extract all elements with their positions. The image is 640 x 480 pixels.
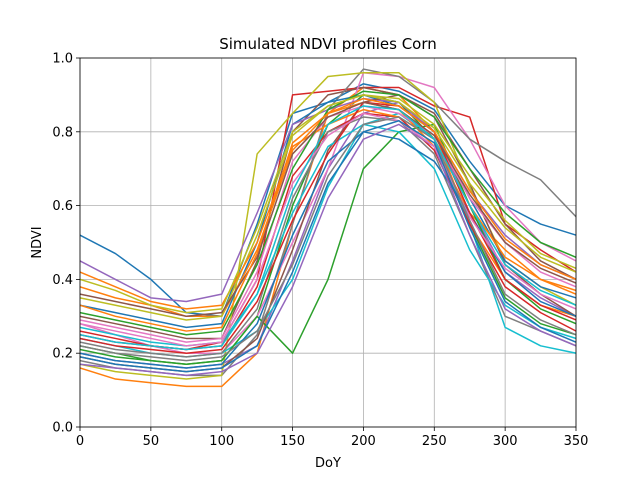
series-line-23: [80, 90, 576, 336]
x-tick-label: 150: [280, 434, 305, 449]
series-line-30: [80, 105, 576, 351]
y-tick-label: 1.0: [52, 52, 73, 67]
chart-title: Simulated NDVI profiles Corn: [219, 35, 437, 53]
series-line-32: [80, 97, 576, 332]
series-line-29: [80, 94, 576, 314]
y-axis-label: NDVI: [30, 226, 45, 258]
series-line-24: [80, 101, 576, 354]
x-tick-label: 350: [564, 434, 589, 449]
axis-ticks: 0 50 100 150 200 250 300 350 0.0 0.2 0.4 0.6 0.8 1.0: [52, 52, 588, 450]
y-tick-label: 0.8: [52, 125, 73, 140]
x-tick-label: 100: [209, 434, 234, 449]
series-group: [80, 68, 576, 388]
x-tick-label: 200: [351, 434, 376, 449]
series-line-20: [80, 123, 576, 347]
y-tick-label: 0.4: [52, 273, 73, 288]
y-tick-label: 0.0: [52, 421, 73, 436]
x-tick-label: 50: [143, 434, 160, 449]
series-line-7: [80, 72, 576, 354]
plot-frame: [79, 57, 577, 428]
x-tick-label: 250: [422, 434, 447, 449]
x-axis-label: DoY: [315, 456, 341, 471]
series-line-27: [80, 112, 576, 347]
series-line-26: [80, 101, 576, 318]
y-tick-label: 0.6: [52, 199, 73, 214]
y-tick-label: 0.2: [52, 347, 73, 362]
series-line-13: [80, 123, 576, 366]
series-line-28: [80, 116, 576, 362]
series-line-25: [80, 123, 576, 377]
series-line-18: [80, 116, 576, 358]
x-tick-label: 0: [76, 434, 84, 449]
series-line-31: [80, 119, 576, 373]
x-tick-label: 300: [493, 434, 518, 449]
